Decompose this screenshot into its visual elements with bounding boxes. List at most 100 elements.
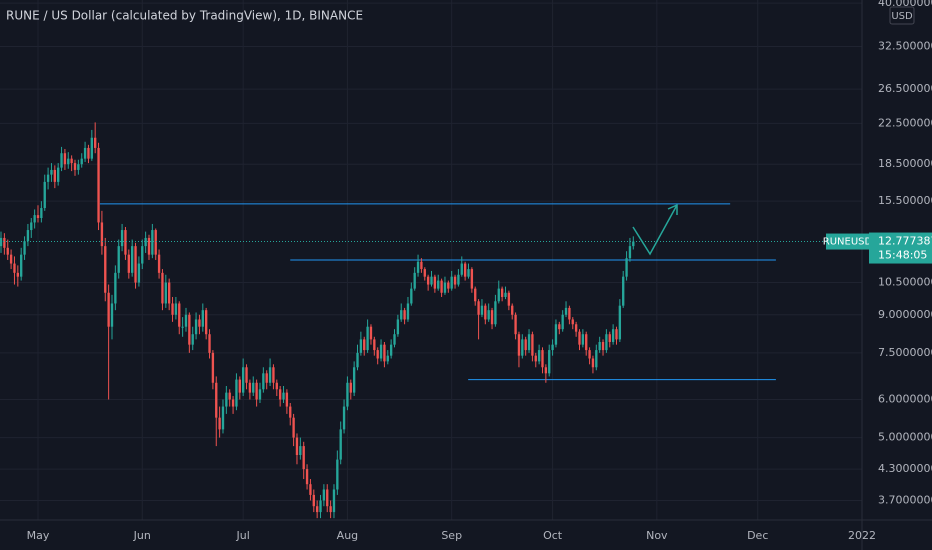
candle-body	[396, 319, 400, 335]
candle-body	[585, 334, 588, 351]
candle-body	[154, 230, 157, 255]
y-tick-label: 4.3000000	[878, 462, 932, 475]
candle-body	[531, 334, 534, 356]
candle-body	[228, 392, 231, 400]
symbol-badge	[826, 233, 869, 250]
candle-body	[50, 169, 53, 175]
candle-body	[268, 367, 272, 383]
x-tick-label: May	[27, 529, 50, 542]
candle-body	[94, 137, 97, 148]
candle-body	[598, 342, 601, 351]
candle-body	[615, 329, 618, 340]
candle-body	[625, 258, 628, 277]
candle-body	[507, 292, 511, 306]
candle-body	[591, 358, 595, 368]
y-tick-label: 6.0000000	[878, 392, 932, 405]
candle-body	[605, 334, 608, 351]
candle-body	[554, 324, 558, 345]
candle-body	[20, 254, 23, 277]
y-tick-label: 40.0000000	[878, 0, 932, 9]
candle-body	[403, 310, 406, 320]
candle-body	[235, 379, 238, 407]
candle-body	[322, 489, 326, 501]
candle-body	[23, 241, 26, 255]
candle-body	[100, 222, 104, 247]
candle-body	[346, 382, 349, 407]
x-tick-label: Nov	[646, 529, 668, 542]
candle-body	[73, 163, 77, 170]
candle-body	[198, 319, 201, 327]
candle-body	[541, 350, 544, 368]
candle-body	[107, 292, 110, 327]
candle-body	[484, 305, 487, 320]
candle-body	[386, 355, 389, 362]
candle-body	[393, 334, 396, 345]
candle-body	[349, 382, 352, 393]
candle-body	[110, 303, 114, 327]
candle-body	[329, 506, 332, 513]
candle-body	[608, 334, 611, 343]
candle-body	[134, 246, 137, 283]
candle-body	[632, 241, 635, 247]
candle-body	[275, 382, 278, 390]
candle-body	[218, 417, 221, 430]
candle-body	[40, 208, 43, 219]
candle-body	[238, 379, 241, 393]
y-tick-label: 3.7000000	[878, 493, 932, 506]
candle-body	[511, 305, 514, 315]
candle-body	[178, 303, 181, 327]
last-price-label: 12.7773877	[878, 235, 932, 248]
candle-body	[363, 339, 366, 351]
candle-body	[514, 314, 517, 335]
candle-body	[618, 305, 622, 340]
y-tick-label: 5.0000000	[878, 431, 932, 444]
y-tick-label: 32.5000000	[878, 39, 932, 52]
candle-body	[521, 339, 524, 356]
candle-body	[450, 276, 453, 289]
candle-body	[558, 324, 561, 330]
countdown-label: 15:48:05	[878, 249, 927, 262]
candle-body	[332, 489, 336, 513]
candle-body	[474, 288, 477, 302]
y-tick-label: 22.5000000	[878, 116, 932, 129]
candle-body	[241, 367, 245, 393]
y-tick-label: 18.5000000	[878, 157, 932, 170]
candle-body	[299, 446, 302, 455]
candle-body	[124, 230, 127, 255]
candle-body	[262, 373, 265, 390]
candle-body	[6, 247, 9, 255]
candle-body	[191, 334, 194, 345]
y-tick-label: 15.5000000	[878, 194, 932, 207]
candle-body	[30, 222, 33, 231]
candle-body	[117, 246, 120, 273]
candle-body	[447, 282, 450, 289]
candle-body	[204, 310, 208, 335]
candle-body	[144, 237, 147, 247]
candle-body	[57, 167, 60, 182]
candle-body	[245, 367, 248, 383]
price-badge	[869, 232, 932, 264]
candle-body	[188, 314, 191, 345]
candle-body	[309, 484, 312, 495]
candle-body	[595, 350, 598, 368]
candle-body	[63, 153, 67, 165]
candle-body	[278, 389, 282, 400]
candle-body	[376, 350, 379, 359]
candle-body	[221, 406, 225, 430]
candle-body	[171, 303, 174, 315]
candle-body	[548, 350, 551, 374]
candle-body	[477, 301, 480, 315]
candle-body	[369, 326, 373, 340]
candle-body	[13, 263, 16, 273]
arrow-drawing	[632, 204, 678, 256]
candle-body	[457, 274, 460, 285]
candle-body	[120, 230, 124, 247]
candle-body	[416, 261, 420, 273]
candle-body	[194, 319, 198, 335]
levels	[99, 203, 776, 381]
currency-label: USD	[891, 11, 913, 22]
candle-body	[339, 429, 342, 460]
candle-body	[574, 324, 578, 332]
candle-body	[568, 307, 571, 320]
